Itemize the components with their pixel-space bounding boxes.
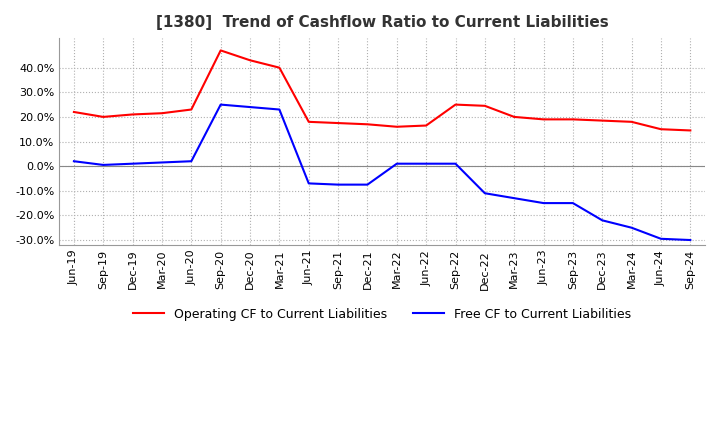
Line: Free CF to Current Liabilities: Free CF to Current Liabilities	[74, 105, 690, 240]
Free CF to Current Liabilities	[422, 161, 431, 166]
Line: Operating CF to Current Liabilities: Operating CF to Current Liabilities	[74, 51, 690, 130]
Free CF to Current Liabilities	[363, 182, 372, 187]
Operating CF to Current Liabilities	[480, 103, 489, 109]
Free CF to Current Liabilities	[539, 201, 548, 206]
Operating CF to Current Liabilities	[657, 127, 665, 132]
Operating CF to Current Liabilities	[187, 107, 196, 112]
Free CF to Current Liabilities	[275, 107, 284, 112]
Operating CF to Current Liabilities	[598, 118, 606, 123]
Free CF to Current Liabilities	[657, 236, 665, 242]
Free CF to Current Liabilities	[569, 201, 577, 206]
Free CF to Current Liabilities	[99, 162, 107, 168]
Free CF to Current Liabilities	[686, 238, 695, 243]
Operating CF to Current Liabilities	[539, 117, 548, 122]
Operating CF to Current Liabilities	[569, 117, 577, 122]
Operating CF to Current Liabilities	[305, 119, 313, 125]
Operating CF to Current Liabilities	[451, 102, 460, 107]
Free CF to Current Liabilities	[128, 161, 137, 166]
Free CF to Current Liabilities	[510, 195, 518, 201]
Operating CF to Current Liabilities	[627, 119, 636, 125]
Free CF to Current Liabilities	[334, 182, 343, 187]
Operating CF to Current Liabilities	[70, 110, 78, 115]
Operating CF to Current Liabilities	[246, 58, 254, 63]
Operating CF to Current Liabilities	[363, 121, 372, 127]
Free CF to Current Liabilities	[480, 191, 489, 196]
Free CF to Current Liabilities	[627, 225, 636, 231]
Free CF to Current Liabilities	[598, 218, 606, 223]
Operating CF to Current Liabilities	[510, 114, 518, 120]
Legend: Operating CF to Current Liabilities, Free CF to Current Liabilities: Operating CF to Current Liabilities, Fre…	[128, 303, 636, 326]
Operating CF to Current Liabilities	[275, 65, 284, 70]
Operating CF to Current Liabilities	[99, 114, 107, 120]
Free CF to Current Liabilities	[158, 160, 166, 165]
Free CF to Current Liabilities	[305, 181, 313, 186]
Operating CF to Current Liabilities	[334, 121, 343, 126]
Operating CF to Current Liabilities	[158, 110, 166, 116]
Free CF to Current Liabilities	[187, 158, 196, 164]
Free CF to Current Liabilities	[70, 158, 78, 164]
Title: [1380]  Trend of Cashflow Ratio to Current Liabilities: [1380] Trend of Cashflow Ratio to Curren…	[156, 15, 608, 30]
Free CF to Current Liabilities	[451, 161, 460, 166]
Operating CF to Current Liabilities	[686, 128, 695, 133]
Operating CF to Current Liabilities	[392, 124, 401, 129]
Operating CF to Current Liabilities	[422, 123, 431, 128]
Operating CF to Current Liabilities	[128, 112, 137, 117]
Free CF to Current Liabilities	[216, 102, 225, 107]
Operating CF to Current Liabilities	[216, 48, 225, 53]
Free CF to Current Liabilities	[392, 161, 401, 166]
Free CF to Current Liabilities	[246, 104, 254, 110]
